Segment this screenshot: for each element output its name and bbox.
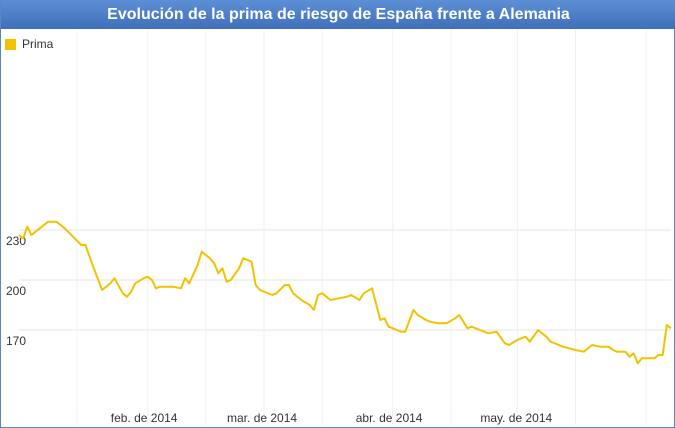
legend-swatch-prima [5,38,16,50]
x-tick-label: mar. de 2014 [227,411,297,425]
x-tick-label: feb. de 2014 [111,411,178,425]
legend-label-prima: Prima [22,37,54,51]
series-line-prima [18,220,672,365]
legend: Prima [5,37,53,51]
chart-title: Evolución de la prima de riesgo de Españ… [1,0,675,29]
x-tick-label: may. de 2014 [480,411,552,425]
y-tick-label: 200 [6,284,26,298]
y-tick-label: 170 [6,334,26,348]
x-tick-label: abr. de 2014 [356,411,423,425]
